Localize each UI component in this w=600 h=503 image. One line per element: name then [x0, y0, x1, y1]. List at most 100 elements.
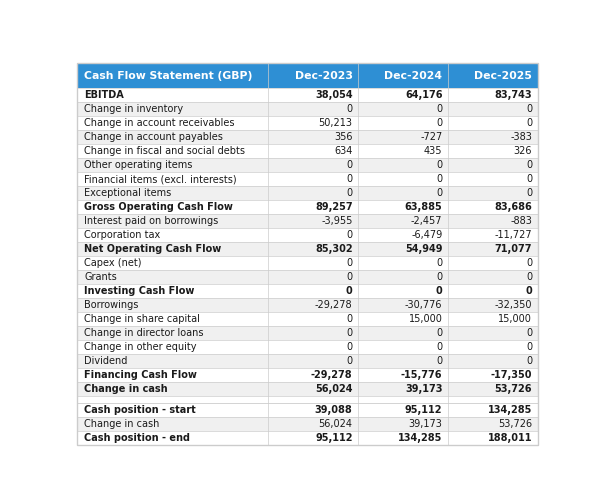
Text: 0: 0 — [346, 272, 353, 282]
Text: Change in account receivables: Change in account receivables — [84, 118, 235, 128]
Text: 0: 0 — [346, 314, 353, 324]
Text: 134,285: 134,285 — [398, 433, 442, 443]
Text: 0: 0 — [526, 160, 532, 170]
Text: 0: 0 — [526, 104, 532, 114]
Text: Financial items (excl. interests): Financial items (excl. interests) — [84, 174, 237, 184]
Text: -17,350: -17,350 — [491, 370, 532, 380]
Bar — [77, 368, 538, 382]
Text: Cash Flow Statement (GBP): Cash Flow Statement (GBP) — [84, 71, 253, 81]
Text: 0: 0 — [526, 356, 532, 366]
Text: -6,479: -6,479 — [411, 230, 442, 240]
Text: Change in fiscal and social debts: Change in fiscal and social debts — [84, 146, 245, 156]
Bar — [77, 102, 538, 116]
Bar — [77, 200, 538, 214]
Text: 50,213: 50,213 — [319, 118, 353, 128]
Text: 15,000: 15,000 — [409, 314, 442, 324]
Text: 54,949: 54,949 — [405, 244, 442, 254]
Bar — [77, 270, 538, 284]
Text: Financing Cash Flow: Financing Cash Flow — [84, 370, 197, 380]
Text: 188,011: 188,011 — [488, 433, 532, 443]
Text: 83,686: 83,686 — [494, 202, 532, 212]
Text: 0: 0 — [346, 188, 353, 198]
Bar — [77, 431, 538, 445]
Bar — [77, 63, 538, 88]
Text: Interest paid on borrowings: Interest paid on borrowings — [84, 216, 218, 226]
Text: 0: 0 — [436, 272, 442, 282]
Text: 0: 0 — [436, 160, 442, 170]
Text: 0: 0 — [526, 272, 532, 282]
Text: -383: -383 — [510, 132, 532, 142]
Text: 0: 0 — [346, 160, 353, 170]
Text: 0: 0 — [436, 118, 442, 128]
Text: Corporation tax: Corporation tax — [84, 230, 160, 240]
Bar — [77, 402, 538, 416]
Text: Investing Cash Flow: Investing Cash Flow — [84, 286, 194, 296]
Text: Change in account payables: Change in account payables — [84, 132, 223, 142]
Text: 95,112: 95,112 — [405, 404, 442, 414]
Text: 356: 356 — [334, 132, 353, 142]
Text: Change in cash: Change in cash — [84, 384, 168, 394]
Text: Change in inventory: Change in inventory — [84, 104, 184, 114]
Bar — [77, 186, 538, 200]
Bar — [77, 396, 538, 402]
Text: 39,088: 39,088 — [315, 404, 353, 414]
Text: -11,727: -11,727 — [494, 230, 532, 240]
Text: 83,743: 83,743 — [494, 90, 532, 100]
Bar — [77, 354, 538, 368]
Text: 134,285: 134,285 — [488, 404, 532, 414]
Text: 56,024: 56,024 — [315, 384, 353, 394]
Text: 95,112: 95,112 — [315, 433, 353, 443]
Bar — [77, 326, 538, 340]
Text: Cash position - start: Cash position - start — [84, 404, 196, 414]
Text: -29,278: -29,278 — [315, 300, 353, 310]
Bar — [77, 340, 538, 354]
Bar — [77, 256, 538, 270]
Text: Other operating items: Other operating items — [84, 160, 193, 170]
Bar — [77, 158, 538, 172]
Text: -2,457: -2,457 — [411, 216, 442, 226]
Text: 0: 0 — [346, 286, 353, 296]
Text: 64,176: 64,176 — [405, 90, 442, 100]
Text: -3,955: -3,955 — [321, 216, 353, 226]
Text: Gross Operating Cash Flow: Gross Operating Cash Flow — [84, 202, 233, 212]
Text: 0: 0 — [526, 188, 532, 198]
Text: 15,000: 15,000 — [498, 314, 532, 324]
Text: 56,024: 56,024 — [319, 418, 353, 429]
Text: -29,278: -29,278 — [311, 370, 353, 380]
Text: 634: 634 — [334, 146, 353, 156]
Text: 85,302: 85,302 — [315, 244, 353, 254]
Text: Cash position - end: Cash position - end — [84, 433, 190, 443]
Text: 0: 0 — [346, 258, 353, 268]
Text: Change in cash: Change in cash — [84, 418, 160, 429]
Text: 0: 0 — [346, 342, 353, 352]
Text: Borrowings: Borrowings — [84, 300, 139, 310]
Text: 89,257: 89,257 — [315, 202, 353, 212]
Text: Change in share capital: Change in share capital — [84, 314, 200, 324]
Bar — [77, 144, 538, 158]
Text: -883: -883 — [510, 216, 532, 226]
Text: 326: 326 — [514, 146, 532, 156]
Bar — [77, 298, 538, 312]
Text: Net Operating Cash Flow: Net Operating Cash Flow — [84, 244, 221, 254]
Text: 38,054: 38,054 — [315, 90, 353, 100]
Text: 71,077: 71,077 — [494, 244, 532, 254]
Text: Capex (net): Capex (net) — [84, 258, 142, 268]
Text: 53,726: 53,726 — [494, 384, 532, 394]
Text: Grants: Grants — [84, 272, 117, 282]
Text: Dec-2025: Dec-2025 — [474, 71, 532, 81]
Text: 0: 0 — [526, 342, 532, 352]
Text: Dec-2023: Dec-2023 — [295, 71, 353, 81]
Text: 39,173: 39,173 — [409, 418, 442, 429]
Bar — [77, 284, 538, 298]
Text: 0: 0 — [436, 342, 442, 352]
Text: 63,885: 63,885 — [404, 202, 442, 212]
Text: 0: 0 — [436, 286, 442, 296]
Text: -30,776: -30,776 — [405, 300, 442, 310]
Text: 0: 0 — [436, 258, 442, 268]
Text: 0: 0 — [346, 230, 353, 240]
Text: 0: 0 — [526, 286, 532, 296]
Text: 0: 0 — [436, 356, 442, 366]
Text: 0: 0 — [436, 328, 442, 338]
Bar — [77, 242, 538, 256]
Text: Dividend: Dividend — [84, 356, 128, 366]
